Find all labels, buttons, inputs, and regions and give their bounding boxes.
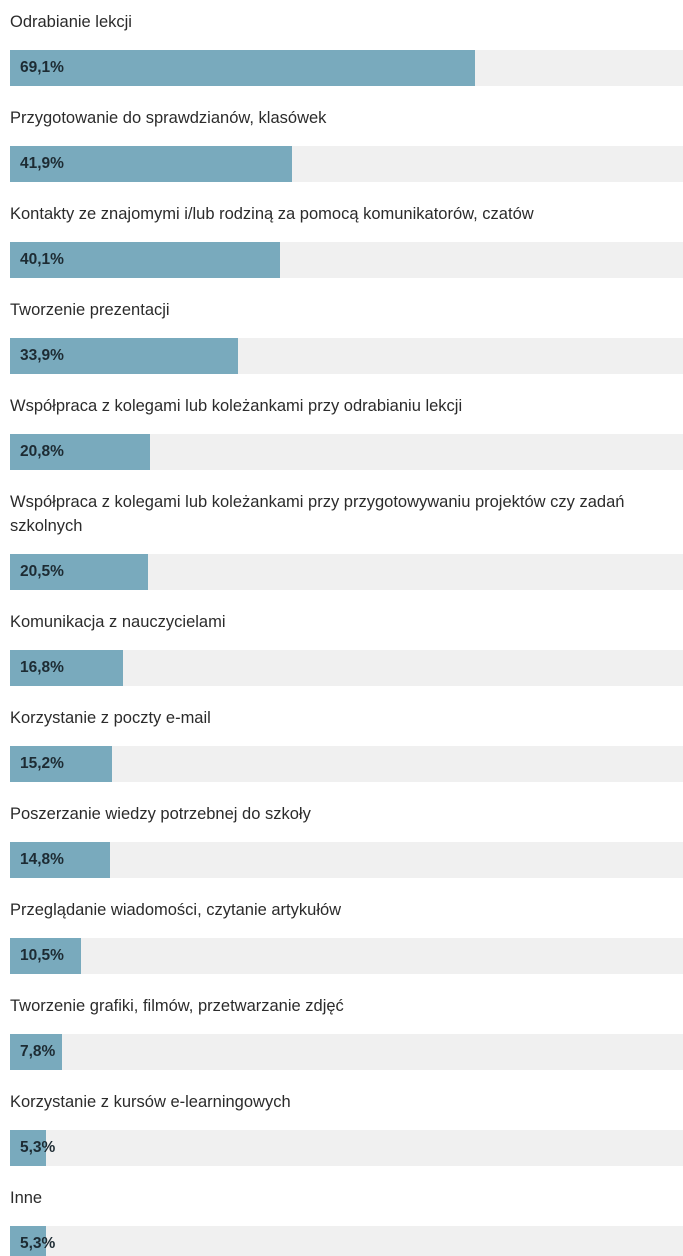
bar-row: Poszerzanie wiedzy potrzebnej do szkoły 1… [10, 802, 683, 878]
bar-row: Przeglądanie wiadomości, czytanie artyku… [10, 898, 683, 974]
bar-track: 41,9% [10, 146, 683, 182]
value-label: 5,3% [20, 1139, 56, 1156]
bar [10, 1034, 63, 1070]
bar-row: Przygotowanie do sprawdzianów, klasówek 4… [10, 106, 683, 182]
bar-track: 10,5% [10, 938, 683, 974]
bar-track: 69,1% [10, 50, 683, 86]
value-label: 10,5% [20, 947, 64, 964]
value-label: 20,8% [20, 443, 64, 460]
category-label: Przygotowanie do sprawdzianów, klasówek [10, 109, 327, 127]
value-label: 5,3% [20, 1235, 56, 1252]
bar-track: 33,9% [10, 338, 683, 374]
category-label: Inne [10, 1189, 43, 1207]
category-label: Korzystanie z kursów e-learningowych [10, 1093, 291, 1111]
bar-row: Tworzenie prezentacji 33,9% [10, 298, 683, 374]
bar-track: 5,3% [10, 1130, 683, 1166]
bar-row: Komunikacja z nauczycielami 16,8% [10, 610, 683, 686]
value-label: 41,9% [20, 155, 64, 172]
bar [10, 338, 239, 374]
category-label: Korzystanie z poczty e-mail [10, 709, 211, 727]
bar [10, 434, 150, 470]
category-label: Odrabianie lekcji [10, 13, 132, 31]
category-label: Przeglądanie wiadomości, czytanie artyku… [10, 901, 342, 919]
bar [10, 746, 113, 782]
value-label: 16,8% [20, 659, 64, 676]
bar-track: 40,1% [10, 242, 683, 278]
bar-track: 20,5% [10, 554, 683, 590]
bar-row: Odrabianie lekcji 69,1% [10, 10, 683, 86]
category-label: Współpraca z kolegami lub koleżankami pr… [10, 397, 463, 415]
category-label: Tworzenie grafiki, filmów, przetwarzanie… [10, 997, 344, 1015]
bar [10, 242, 280, 278]
bar [10, 1130, 46, 1166]
category-label: Kontakty ze znajomymi i/lub rodziną za p… [10, 205, 534, 223]
bar-track: 14,8% [10, 842, 683, 878]
value-label: 40,1% [20, 251, 64, 268]
bar-row: Współpraca z kolegami lub koleżankami pr… [10, 490, 683, 590]
bar [10, 938, 81, 974]
bar-row: Korzystanie z kursów e-learningowych 5,3% [10, 1090, 683, 1166]
value-label: 33,9% [20, 347, 64, 364]
bar-track: 15,2% [10, 746, 683, 782]
bar-track: 5,3% [10, 1226, 683, 1256]
bar [10, 650, 124, 686]
bar [10, 554, 148, 590]
bar-track: 7,8% [10, 1034, 683, 1070]
bar-row: Inne 5,3% [10, 1186, 683, 1256]
bar-row: Korzystanie z poczty e-mail 15,2% [10, 706, 683, 782]
bar [10, 146, 292, 182]
bar-row: Kontakty ze znajomymi i/lub rodziną za p… [10, 202, 683, 278]
bar-row: Współpraca z kolegami lub koleżankami pr… [10, 394, 683, 470]
value-label: 20,5% [20, 563, 64, 580]
bar-row: Tworzenie grafiki, filmów, przetwarzanie… [10, 994, 683, 1070]
value-label: 7,8% [20, 1043, 56, 1060]
value-label: 69,1% [20, 59, 64, 76]
value-label: 14,8% [20, 851, 64, 868]
category-label: Komunikacja z nauczycielami [10, 613, 226, 631]
category-label: Współpraca z kolegami lub koleżankami pr… [10, 493, 625, 535]
bar-track: 16,8% [10, 650, 683, 686]
bar [10, 842, 110, 878]
category-label: Tworzenie prezentacji [10, 301, 170, 319]
bar-track: 20,8% [10, 434, 683, 470]
category-label: Poszerzanie wiedzy potrzebnej do szkoły [10, 805, 311, 823]
value-label: 15,2% [20, 755, 64, 772]
bar [10, 1226, 46, 1256]
bar [10, 50, 476, 86]
